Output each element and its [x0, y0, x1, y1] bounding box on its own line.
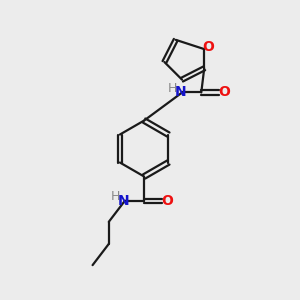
Text: N: N — [118, 194, 129, 208]
Text: H: H — [111, 190, 120, 203]
Text: O: O — [161, 194, 173, 208]
Text: O: O — [202, 40, 214, 54]
Text: N: N — [175, 85, 187, 100]
Text: H: H — [168, 82, 177, 95]
Text: O: O — [219, 85, 230, 100]
